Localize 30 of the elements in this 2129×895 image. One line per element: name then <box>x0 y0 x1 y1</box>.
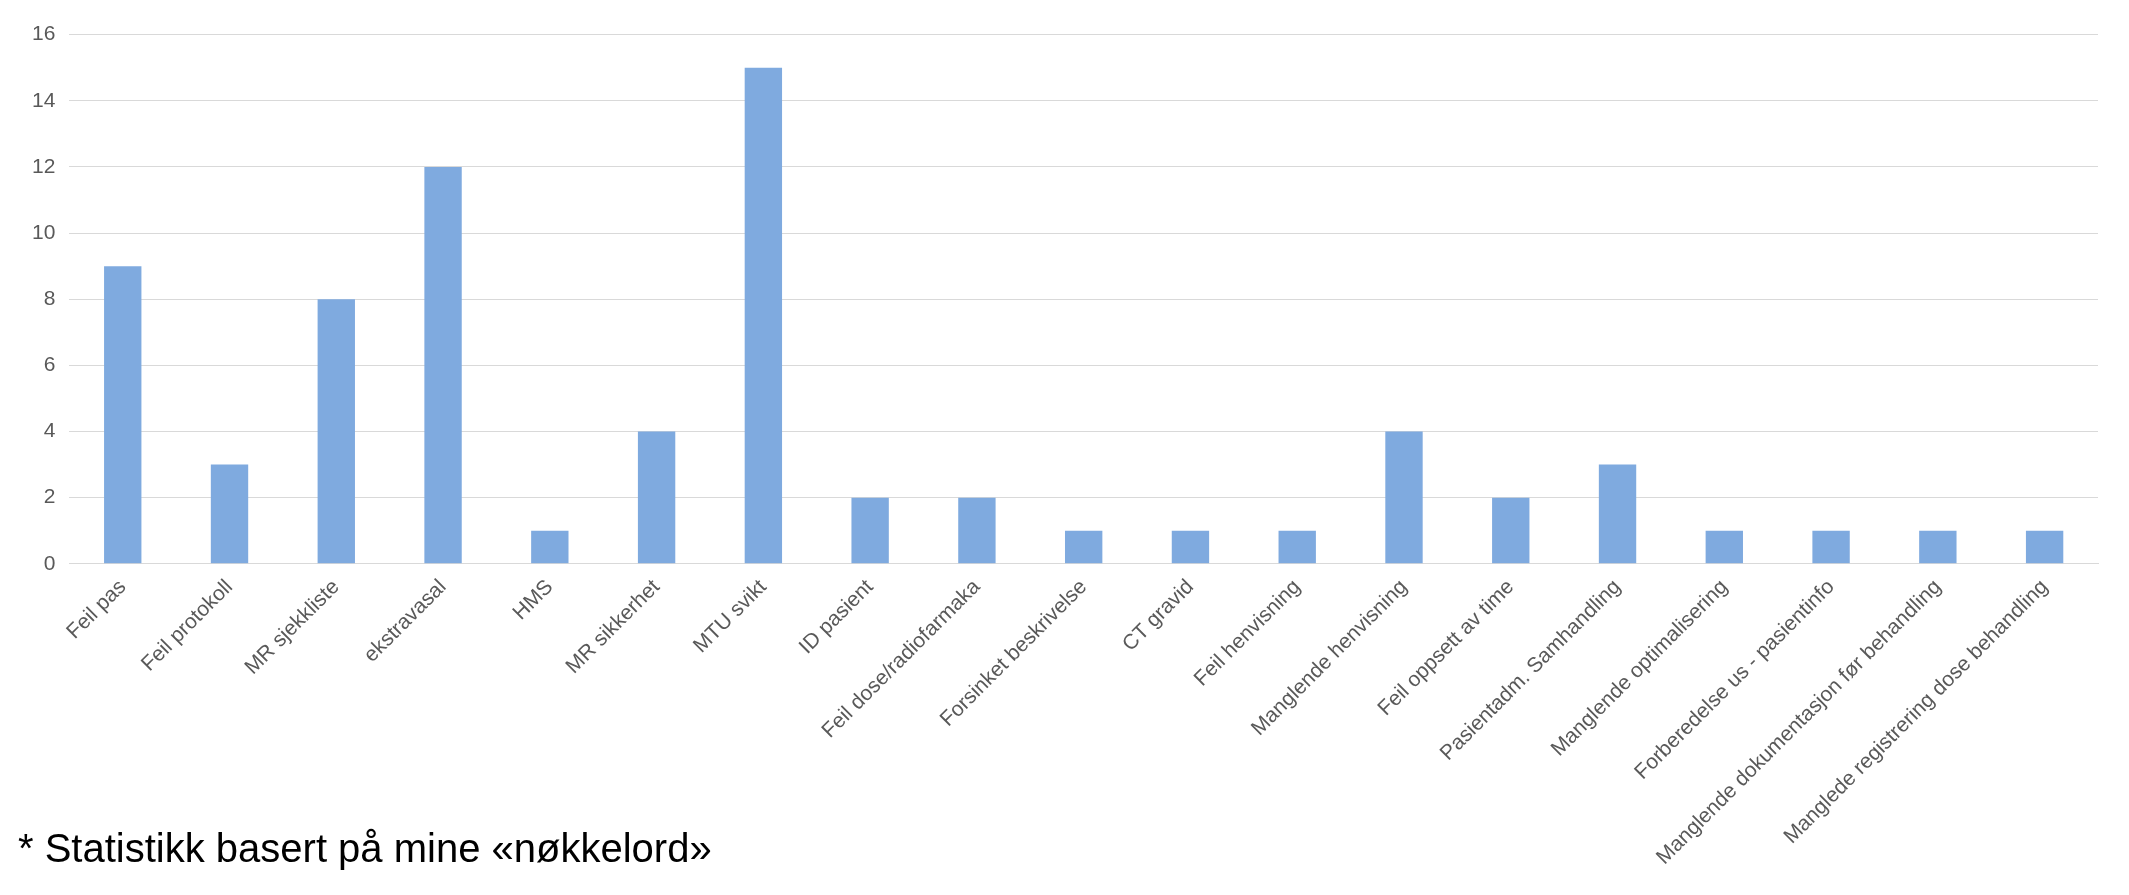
y-tick-label: 6 <box>43 352 56 376</box>
bar <box>1171 530 1210 564</box>
y-tick-label: 8 <box>43 286 56 309</box>
bar <box>2025 530 2064 564</box>
bar <box>958 497 996 564</box>
y-tick-label: 12 <box>32 153 56 177</box>
bar <box>1385 431 1423 564</box>
x-tick-label: Feil pas <box>61 574 130 643</box>
bar <box>317 299 355 564</box>
bar <box>210 464 249 564</box>
bar <box>1598 464 1637 564</box>
y-tick-label: 4 <box>43 418 56 442</box>
text: * Statistikk basert på mine «nøkkelord» <box>18 826 712 871</box>
bar <box>851 497 889 564</box>
bar <box>104 266 142 564</box>
y-tick-label: 2 <box>43 484 56 508</box>
bar <box>1919 530 1957 564</box>
y-tick-label: 16 <box>32 21 56 45</box>
bar <box>1705 530 1743 564</box>
bar <box>1278 530 1316 564</box>
bar <box>637 431 676 564</box>
bar <box>1064 530 1103 564</box>
bar <box>1492 497 1530 564</box>
y-tick-label: 0 <box>43 550 56 574</box>
bar <box>531 530 569 564</box>
bar <box>424 166 462 564</box>
y-tick-label: 14 <box>32 87 56 111</box>
y-tick-label: 10 <box>32 219 56 243</box>
bar <box>1812 530 1850 564</box>
bar <box>744 67 783 564</box>
